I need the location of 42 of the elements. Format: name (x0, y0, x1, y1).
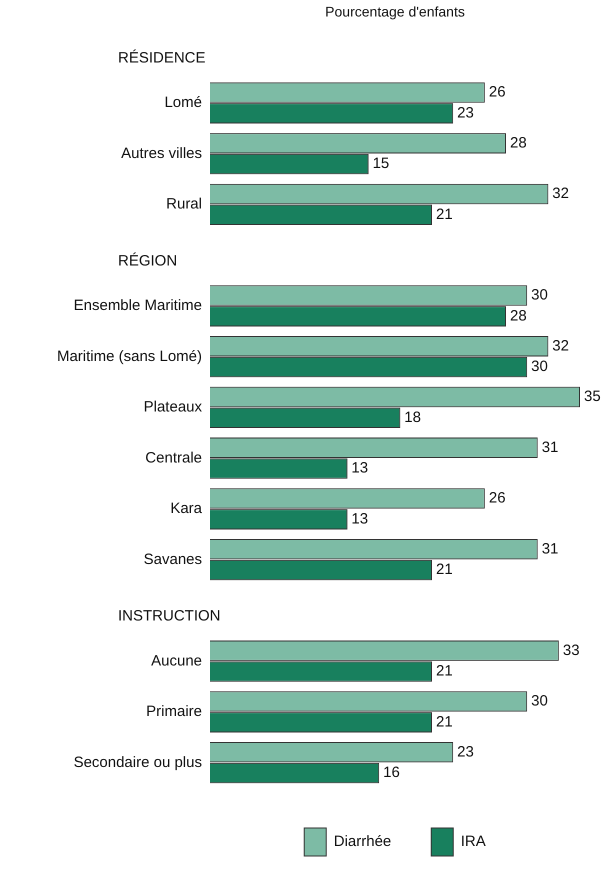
data-label: 18 (404, 408, 421, 426)
data-label: 23 (457, 743, 474, 760)
y-tick-label: Secondaire ou plus (74, 754, 202, 771)
data-label: 26 (488, 84, 506, 101)
y-tick-label: Rural (166, 196, 202, 213)
data-label: 21 (436, 662, 453, 680)
y-tick-label: Savanes (144, 550, 202, 568)
data-label: 30 (531, 358, 548, 376)
y-tick-label: Lomé (164, 94, 202, 112)
y-tick-label: Ensemble Maritime (74, 297, 202, 314)
data-label: 13 (351, 510, 368, 528)
data-label: 32 (552, 337, 569, 354)
data-label: 26 (488, 490, 506, 507)
y-tick-label: Aucune (151, 652, 202, 670)
y-tick-label: Centrale (145, 449, 202, 466)
legend-label: Diarrhée (334, 833, 392, 850)
text: RÉSIDENCE (118, 48, 206, 66)
data-label: 16 (383, 764, 400, 782)
legend-label: IRA (460, 833, 486, 850)
text: RÉGION (118, 251, 178, 270)
data-label: 35 (584, 388, 601, 406)
y-tick-label: Kara (170, 500, 203, 518)
y-tick-label: Autres villes (121, 144, 202, 162)
data-label: 13 (351, 460, 368, 477)
data-label: 32 (552, 185, 569, 202)
data-label: 28 (510, 307, 527, 324)
data-label: 21 (436, 561, 453, 578)
data-label: 21 (436, 206, 453, 223)
data-label: 15 (372, 155, 390, 172)
data-label: 28 (510, 134, 527, 152)
data-label: 21 (436, 713, 453, 730)
y-tick-label: Plateaux (144, 398, 202, 416)
data-label: 30 (531, 286, 548, 304)
y-tick-label: Primaire (146, 703, 202, 720)
data-label: 33 (562, 642, 580, 659)
y-tick-label: Maritime (sans Lomé) (56, 348, 202, 365)
data-label: 23 (457, 104, 474, 122)
data-label: 30 (531, 692, 548, 710)
data-label: 31 (542, 540, 558, 558)
annotation: INSTRUCTION (118, 608, 220, 625)
chart-title: Pourcentage d'enfants (325, 3, 465, 20)
data-label: 31 (542, 438, 558, 456)
